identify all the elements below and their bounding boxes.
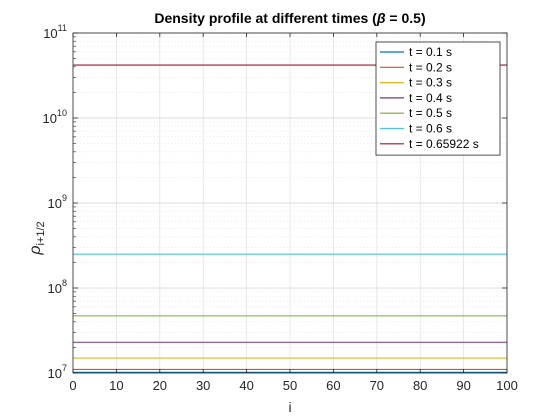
x-tick-label: 100 xyxy=(496,378,518,393)
x-tick-label: 70 xyxy=(370,378,384,393)
y-tick-label: 107 xyxy=(48,363,67,381)
y-tick-label: 108 xyxy=(48,278,67,296)
x-tick-label: 40 xyxy=(239,378,253,393)
y-tick-label: 1010 xyxy=(43,108,67,126)
legend-entry-label: t = 0.5 s xyxy=(409,106,452,120)
legend: t = 0.1 st = 0.2 st = 0.3 st = 0.4 st = … xyxy=(375,41,501,156)
y-tick-label: 1011 xyxy=(43,23,67,41)
legend-entry-label: t = 0.4 s xyxy=(409,91,452,105)
legend-box xyxy=(375,41,501,156)
x-tick-label: 10 xyxy=(109,378,123,393)
chart-title: Density profile at different times (β = … xyxy=(154,10,425,26)
x-tick-label: 20 xyxy=(153,378,167,393)
legend-entry-label: t = 0.1 s xyxy=(409,45,452,59)
x-tick-label: 0 xyxy=(69,378,76,393)
x-axis-label: i xyxy=(288,399,291,415)
y-axis-label: ρi+1/2 xyxy=(27,221,47,255)
legend-entry-label: t = 0.6 s xyxy=(409,122,452,136)
x-tick-label: 50 xyxy=(283,378,297,393)
x-tick-label: 90 xyxy=(456,378,470,393)
y-axis-ticks: 107 108 109 1010 1011 xyxy=(43,23,507,381)
y-tick-label: 109 xyxy=(48,193,67,211)
x-tick-label: 80 xyxy=(413,378,427,393)
legend-entry-label: t = 0.65922 s xyxy=(409,137,479,151)
legend-entry-label: t = 0.3 s xyxy=(409,76,452,90)
x-axis-ticks: 0 10 20 30 40 50 60 70 80 90 100 xyxy=(69,33,518,393)
x-tick-label: 30 xyxy=(196,378,210,393)
x-tick-label: 60 xyxy=(326,378,340,393)
legend-entry-label: t = 0.2 s xyxy=(409,60,452,74)
